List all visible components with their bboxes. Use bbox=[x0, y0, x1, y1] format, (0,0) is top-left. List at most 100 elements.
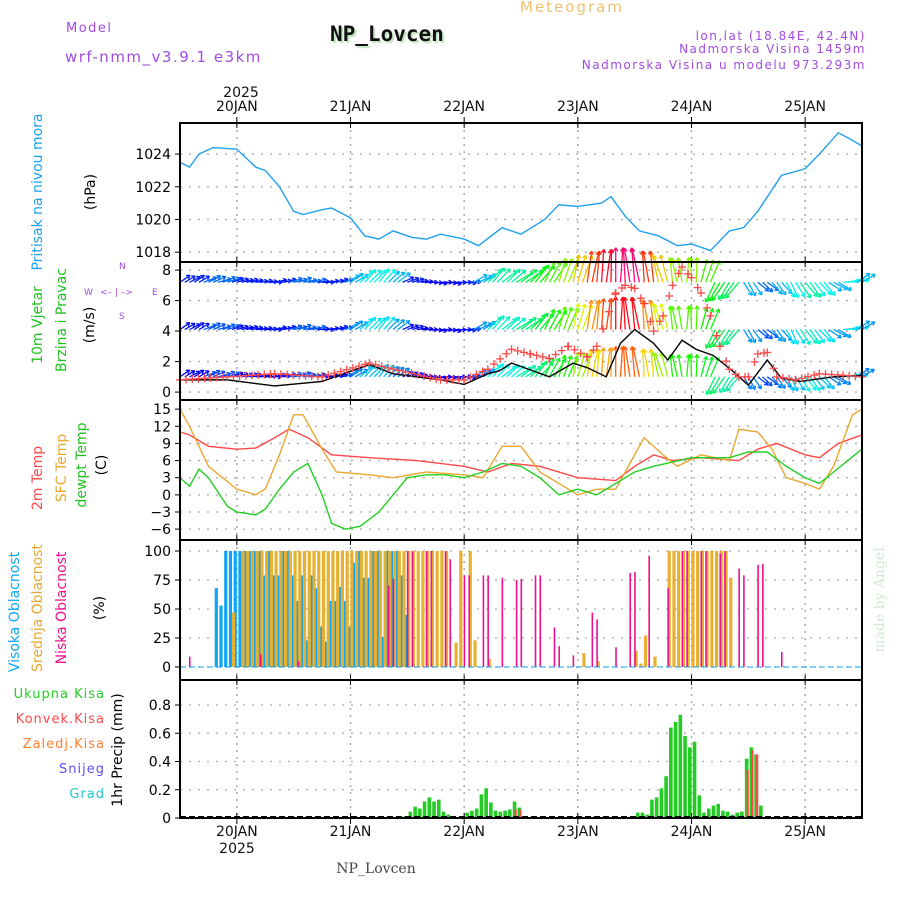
wind-arrow-shaft bbox=[359, 318, 373, 331]
wind-arrow-head bbox=[581, 303, 586, 308]
wind-arrow-shaft bbox=[298, 371, 311, 378]
wind-arrow-icon bbox=[563, 306, 574, 330]
y-tick-label: 15 bbox=[153, 402, 171, 418]
wind-arrow-shaft bbox=[660, 303, 669, 330]
panel-frame bbox=[179, 399, 863, 541]
wind-arrow-shaft bbox=[852, 279, 870, 283]
wind-arrow-shaft bbox=[303, 279, 317, 283]
gust-marker bbox=[763, 348, 772, 357]
wind-arrow-shaft bbox=[392, 319, 405, 331]
wind-arrow-head bbox=[321, 324, 326, 328]
gust-marker bbox=[472, 370, 481, 379]
y-tick-label: 0.8 bbox=[149, 698, 171, 714]
wind-arrow-shaft bbox=[833, 281, 848, 290]
bar-srednja-oblacnost bbox=[440, 551, 444, 668]
wind-arrow-head bbox=[521, 317, 526, 320]
wind-arrow-head bbox=[685, 354, 690, 359]
bar-visoka-oblacnost bbox=[290, 575, 294, 668]
bar-srednja-oblacnost bbox=[340, 551, 345, 668]
wind-arrow-head bbox=[630, 248, 633, 253]
wind-arrow-head bbox=[726, 389, 732, 392]
wind-arrow-shaft bbox=[378, 268, 390, 283]
bar-visoka-oblacnost bbox=[337, 586, 342, 668]
wind-arrow-icon bbox=[725, 281, 740, 299]
gust-marker bbox=[693, 283, 702, 292]
wind-arrow-icon bbox=[534, 360, 549, 378]
bar-niska-oblacnost bbox=[468, 575, 471, 668]
wind-arrow-head bbox=[268, 278, 273, 282]
bar-srednja-oblacnost bbox=[250, 551, 255, 668]
wind-arrow-icon bbox=[623, 346, 631, 377]
gust-marker bbox=[649, 327, 658, 336]
wind-arrow-shaft bbox=[762, 281, 774, 293]
wind-arrow-icon bbox=[558, 306, 568, 330]
wind-arrow-icon bbox=[586, 299, 594, 330]
gust-marker bbox=[336, 367, 345, 376]
wind-arrow-shaft bbox=[303, 326, 317, 331]
wind-arrow-shaft bbox=[837, 376, 851, 385]
wind-arrow-head bbox=[814, 385, 817, 390]
wind-arrow-head bbox=[642, 349, 645, 354]
bar-niska-oblacnost bbox=[596, 619, 598, 668]
wind-arrow-shaft bbox=[771, 329, 783, 342]
bar-ukupna-kisa bbox=[408, 811, 413, 818]
wind-arrow-icon bbox=[804, 281, 818, 298]
wind-arrow-head bbox=[575, 303, 580, 307]
wind-arrow-head bbox=[399, 366, 405, 369]
gust-marker bbox=[655, 317, 664, 326]
bar-visoka-oblacnost bbox=[219, 605, 223, 668]
bar-srednja-oblacnost bbox=[355, 551, 359, 668]
wind-arrow-icon bbox=[496, 316, 511, 331]
wind-arrow-icon bbox=[809, 376, 821, 392]
gust-marker bbox=[551, 350, 560, 359]
wind-arrow-icon bbox=[795, 329, 806, 345]
wind-arrow-icon bbox=[492, 315, 505, 330]
wind-arrow-head bbox=[719, 390, 724, 394]
bar-ukupna-kisa bbox=[436, 799, 441, 818]
bar-srednja-oblacnost bbox=[369, 551, 373, 668]
wind-arrow-shaft bbox=[222, 323, 236, 331]
wind-arrow-shaft bbox=[506, 364, 520, 378]
bar-visoka-oblacnost bbox=[252, 551, 256, 668]
wind-arrow-shaft bbox=[631, 248, 641, 283]
wind-arrow-icon bbox=[818, 281, 832, 296]
wind-arrow-shaft bbox=[799, 329, 811, 345]
bar-ukupna-kisa bbox=[493, 810, 498, 818]
wind-arrow-icon bbox=[511, 269, 527, 283]
wind-arrow-shaft bbox=[553, 310, 567, 330]
wind-arrow-head bbox=[419, 277, 424, 280]
wind-arrow-head bbox=[429, 279, 434, 283]
gust-marker bbox=[564, 342, 573, 351]
bar-srednja-oblacnost bbox=[298, 551, 302, 668]
wind-arrow-head bbox=[239, 276, 244, 279]
model-label: Model bbox=[66, 21, 113, 36]
gust-marker bbox=[668, 281, 677, 290]
wind-arrow-head bbox=[568, 306, 573, 311]
gust-marker bbox=[778, 373, 787, 382]
wind-arrow-shaft bbox=[700, 259, 708, 283]
bar-niska-oblacnost bbox=[515, 580, 518, 668]
series-line-sfc-temp bbox=[179, 408, 863, 496]
bar-ukupna-kisa bbox=[759, 805, 763, 818]
y-tick-label: −6 bbox=[150, 522, 171, 538]
wind-arrow-icon bbox=[828, 281, 843, 292]
wind-arrow-shaft bbox=[610, 298, 613, 330]
cloud-unit: (%) bbox=[92, 595, 108, 621]
wind-arrow-head bbox=[718, 297, 723, 300]
wind-arrow-head bbox=[322, 277, 327, 280]
wind-arrow-shaft bbox=[856, 272, 871, 283]
wind-arrow-shaft bbox=[743, 281, 753, 296]
wind-arrow-icon bbox=[762, 281, 774, 293]
wind-arrow-head bbox=[496, 316, 502, 319]
bar-niska-oblacnost bbox=[738, 568, 740, 668]
bar-ukupna-kisa bbox=[711, 805, 716, 818]
wind-arrow-head bbox=[629, 346, 633, 351]
wind-arrow-head bbox=[268, 325, 273, 329]
gust-marker bbox=[365, 359, 374, 368]
gust-marker bbox=[377, 362, 386, 371]
gust-marker bbox=[797, 374, 806, 383]
wind-arrow-shaft bbox=[539, 265, 556, 283]
bar-visoka-oblacnost bbox=[399, 575, 403, 668]
bar-niska-oblacnost bbox=[411, 551, 414, 668]
wind-arrow-head bbox=[325, 326, 330, 330]
